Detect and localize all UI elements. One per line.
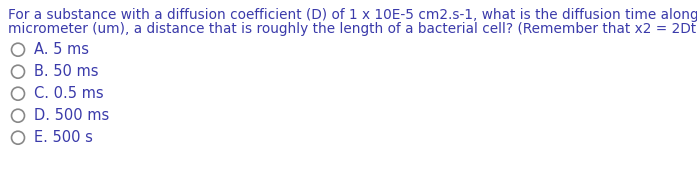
Text: A. 5 ms: A. 5 ms [34, 42, 89, 57]
Text: D. 500 ms: D. 500 ms [34, 108, 109, 123]
Text: B. 50 ms: B. 50 ms [34, 64, 98, 79]
Text: For a substance with a diffusion coefficient (D) of 1 x 10E-5 cm2.s-1, what is t: For a substance with a diffusion coeffic… [8, 8, 697, 22]
Text: C. 0.5 ms: C. 0.5 ms [34, 86, 104, 101]
Text: micrometer (um), a distance that is roughly the length of a bacterial cell? (Rem: micrometer (um), a distance that is roug… [8, 22, 697, 36]
Text: E. 500 s: E. 500 s [34, 130, 93, 145]
